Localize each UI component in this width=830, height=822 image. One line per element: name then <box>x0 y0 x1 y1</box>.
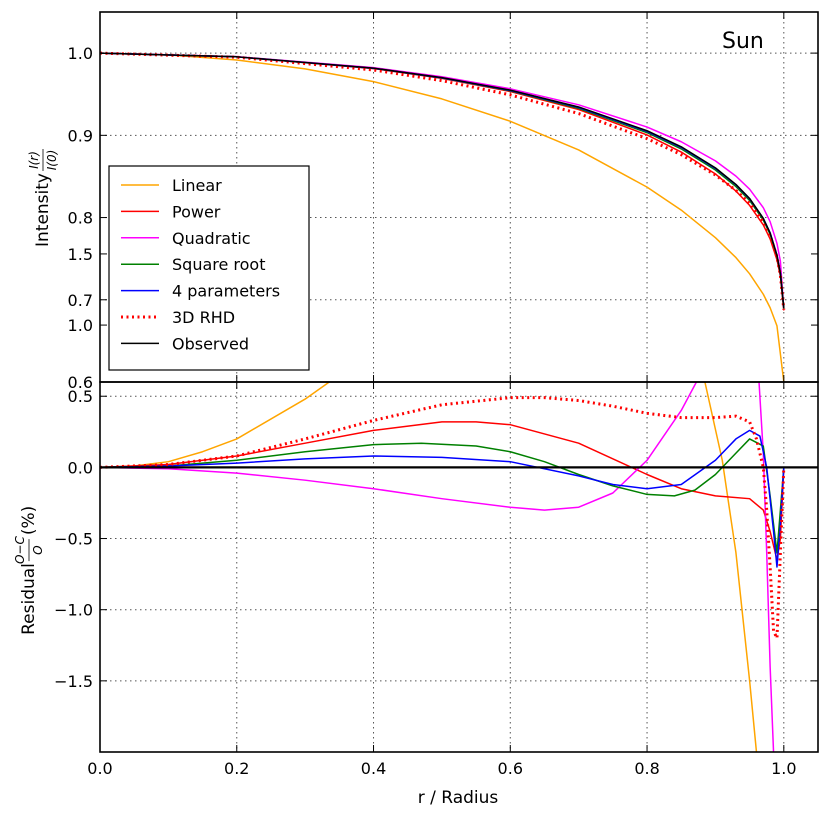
legend-label: Power <box>172 202 221 221</box>
x-tick-label: 1.0 <box>771 759 796 778</box>
bottom-y-axis-label-prefix: Residual <box>19 563 39 635</box>
label-fraction-numerator: O−C <box>13 536 27 565</box>
y-tick-label: 0.0 <box>68 458 93 477</box>
series-line-linear <box>100 382 758 752</box>
bottom-y-axis-label-fraction: O−C O (%) <box>13 506 45 564</box>
top-panel-series <box>100 51 786 382</box>
legend-label: Observed <box>172 334 249 353</box>
y-tick-label: 0.8 <box>68 209 93 228</box>
bottom-panel-series <box>100 382 818 752</box>
legend-label: Quadratic <box>172 229 251 248</box>
panel-frames <box>99 11 819 753</box>
legend-label: 3D RHD <box>172 308 235 327</box>
y-tick-label: 0.9 <box>68 126 93 145</box>
legend: Linear Power Quadratic Square root 4 paramet… <box>108 165 310 371</box>
legend-box <box>108 165 310 371</box>
series-line-linear <box>100 52 785 382</box>
y-tick-label: 1.5 <box>68 245 93 264</box>
y-tick-label: −1.0 <box>54 601 93 620</box>
x-axis-label: r / Radius <box>418 788 499 808</box>
star-annotation: Sun <box>722 29 764 54</box>
x-tick-label: 0.6 <box>498 759 523 778</box>
x-tick-label: 0.2 <box>224 759 249 778</box>
series-line-quadratic <box>100 382 775 752</box>
label-suffix: (%) <box>19 506 39 535</box>
x-tick-label: 0.0 <box>87 759 112 778</box>
y-tick-label: 1.0 <box>68 316 93 335</box>
axis-ticks: 0.6 0.7 0.8 0.9 1.0 0.0 0.2 0.4 0.6 0.8 1.0 −1.5 −1.… <box>54 12 818 778</box>
series-line-observed <box>100 52 785 309</box>
y-tick-label: −0.5 <box>54 530 93 549</box>
legend-label: Square root <box>172 255 266 274</box>
bottom-panel-grid <box>100 382 818 752</box>
label-fraction-denominator: O <box>31 545 45 554</box>
y-tick-label: 0.5 <box>68 387 93 406</box>
top-y-axis-label-prefix: Intensity <box>33 173 53 247</box>
label-fraction-denominator: I(0) <box>45 150 59 171</box>
series-line-3d-rhd <box>100 51 786 310</box>
top-y-axis-label: Intensity <box>33 173 53 247</box>
series-line-3d-rhd <box>100 396 786 640</box>
y-tick-label: 0.7 <box>68 291 93 310</box>
legend-label: Linear <box>172 176 222 195</box>
series-line-4-parameters <box>100 429 785 568</box>
panel-frame <box>99 381 819 753</box>
y-tick-label: 0.6 <box>68 373 93 392</box>
series-line-power <box>100 421 785 561</box>
y-tick-label: 1.0 <box>68 44 93 63</box>
bottom-y-axis-label: Residual <box>19 563 39 635</box>
x-tick-label: 0.4 <box>361 759 386 778</box>
top-y-axis-label-fraction: I(r) I(0) <box>27 149 59 171</box>
y-tick-label: −1.5 <box>54 672 93 691</box>
x-tick-label: 0.8 <box>634 759 659 778</box>
legend-label: 4 parameters <box>172 282 280 301</box>
series-line-square-root <box>100 438 785 554</box>
label-fraction-numerator: I(r) <box>27 151 41 169</box>
